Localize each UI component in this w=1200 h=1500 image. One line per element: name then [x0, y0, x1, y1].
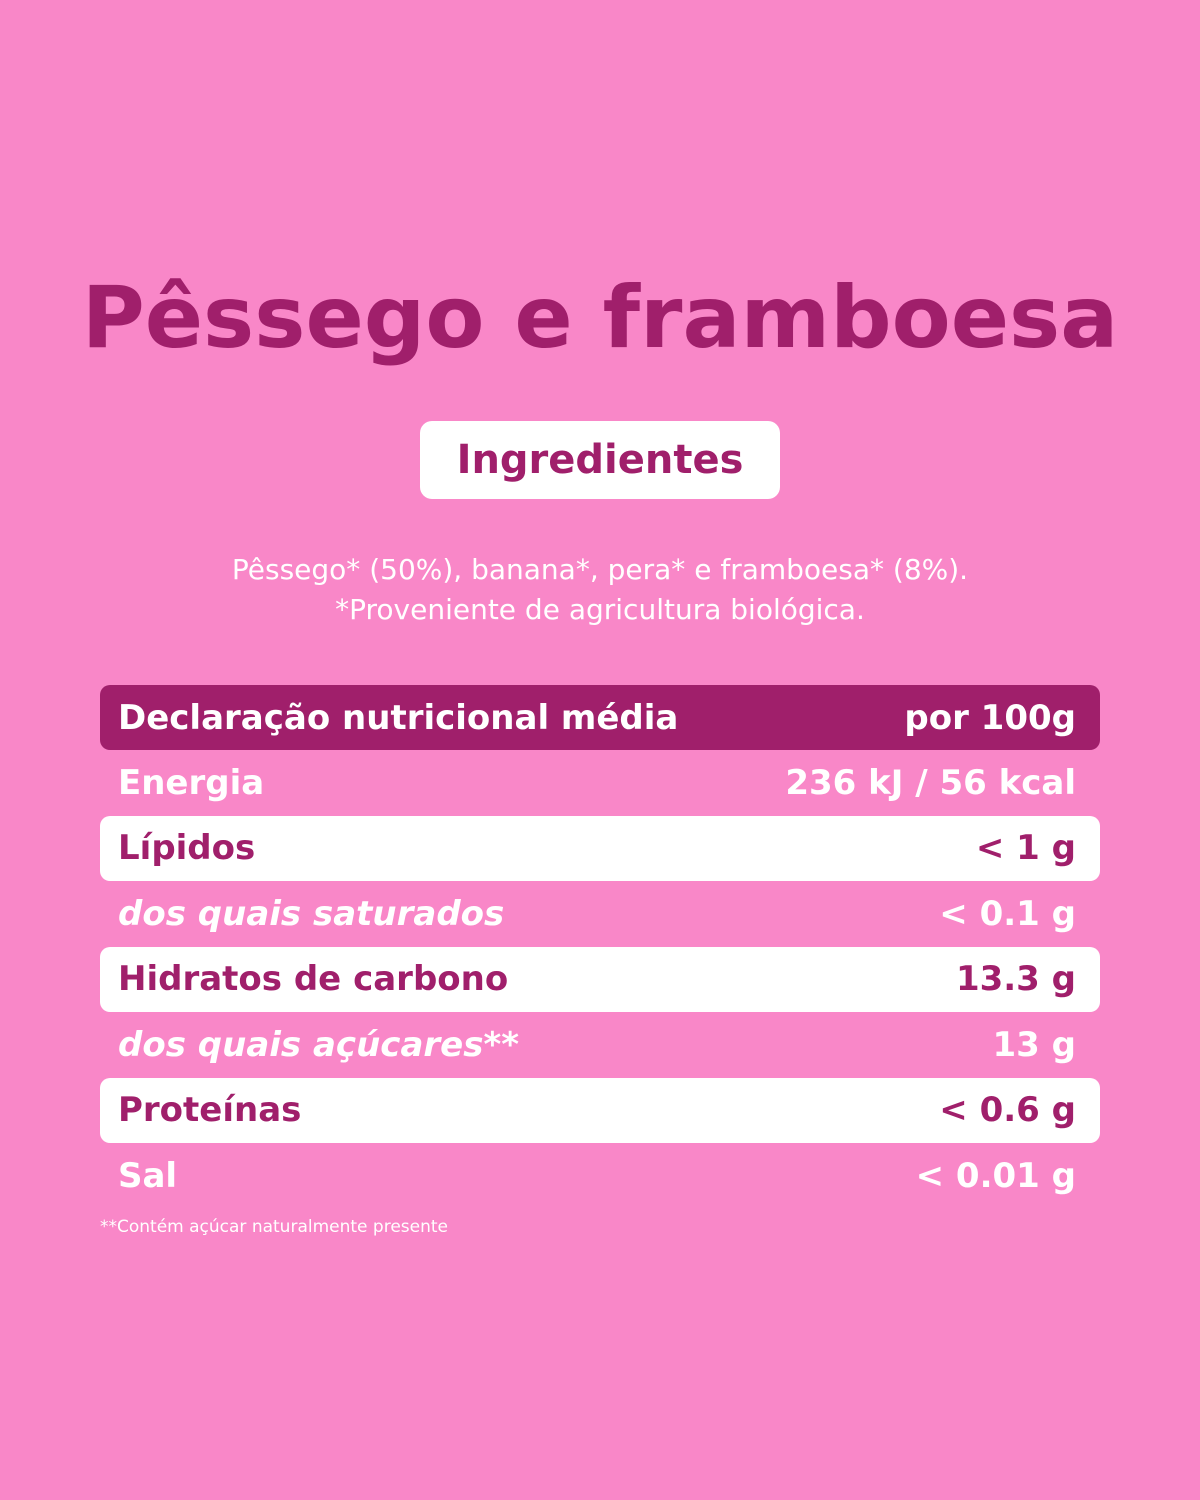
ingredients-line: *Proveniente de agricultura biológica. — [335, 593, 865, 626]
ingredients-line: Pêssego* (50%), banana*, pera* e framboe… — [231, 553, 969, 586]
label-cell: Hidratos de carbono — [118, 959, 509, 999]
label-cell: Sal — [118, 1155, 178, 1196]
label-cell: Energia — [118, 762, 265, 803]
footnote: **Contém açúcar naturalmente presente — [100, 1217, 448, 1237]
table-row: Hidratos de carbono 13.3 g — [100, 946, 1100, 1012]
ingredients-text: Pêssego* (50%), banana*, pera* e framboe… — [0, 550, 1200, 630]
table-row: Energia 236 kJ / 56 kcal — [100, 750, 1100, 815]
ingredients-heading: Ingredientes — [420, 421, 780, 499]
label-cell: Lípidos — [118, 828, 256, 868]
header-cell: Declaração nutricional média — [118, 697, 679, 738]
label-cell: Proteínas — [118, 1090, 302, 1130]
table-row: dos quais saturados < 0.1 g — [100, 881, 1100, 946]
table-row: Sal < 0.01 g — [100, 1143, 1100, 1208]
table-row: Proteínas < 0.6 g — [100, 1077, 1100, 1143]
value-cell: < 0.01 g — [915, 1155, 1076, 1196]
title: Pêssego e framboesa — [81, 268, 1119, 368]
value-cell: 13.3 g — [955, 959, 1076, 999]
table-header: Declaração nutricional média por 100g — [100, 685, 1100, 750]
value-cell: 236 kJ / 56 kcal — [785, 762, 1076, 803]
table-row: Lípidos < 1 g — [100, 815, 1100, 881]
label-cell: dos quais saturados — [118, 893, 505, 934]
header-cell: por 100g — [904, 697, 1076, 738]
value-cell: < 0.6 g — [939, 1090, 1076, 1130]
value-cell: < 0.1 g — [939, 893, 1076, 934]
table-row: dos quais açúcares** 13 g — [100, 1012, 1100, 1077]
label-cell: dos quais açúcares** — [118, 1024, 520, 1065]
value-cell: 13 g — [992, 1024, 1077, 1065]
value-cell: < 1 g — [975, 828, 1076, 868]
